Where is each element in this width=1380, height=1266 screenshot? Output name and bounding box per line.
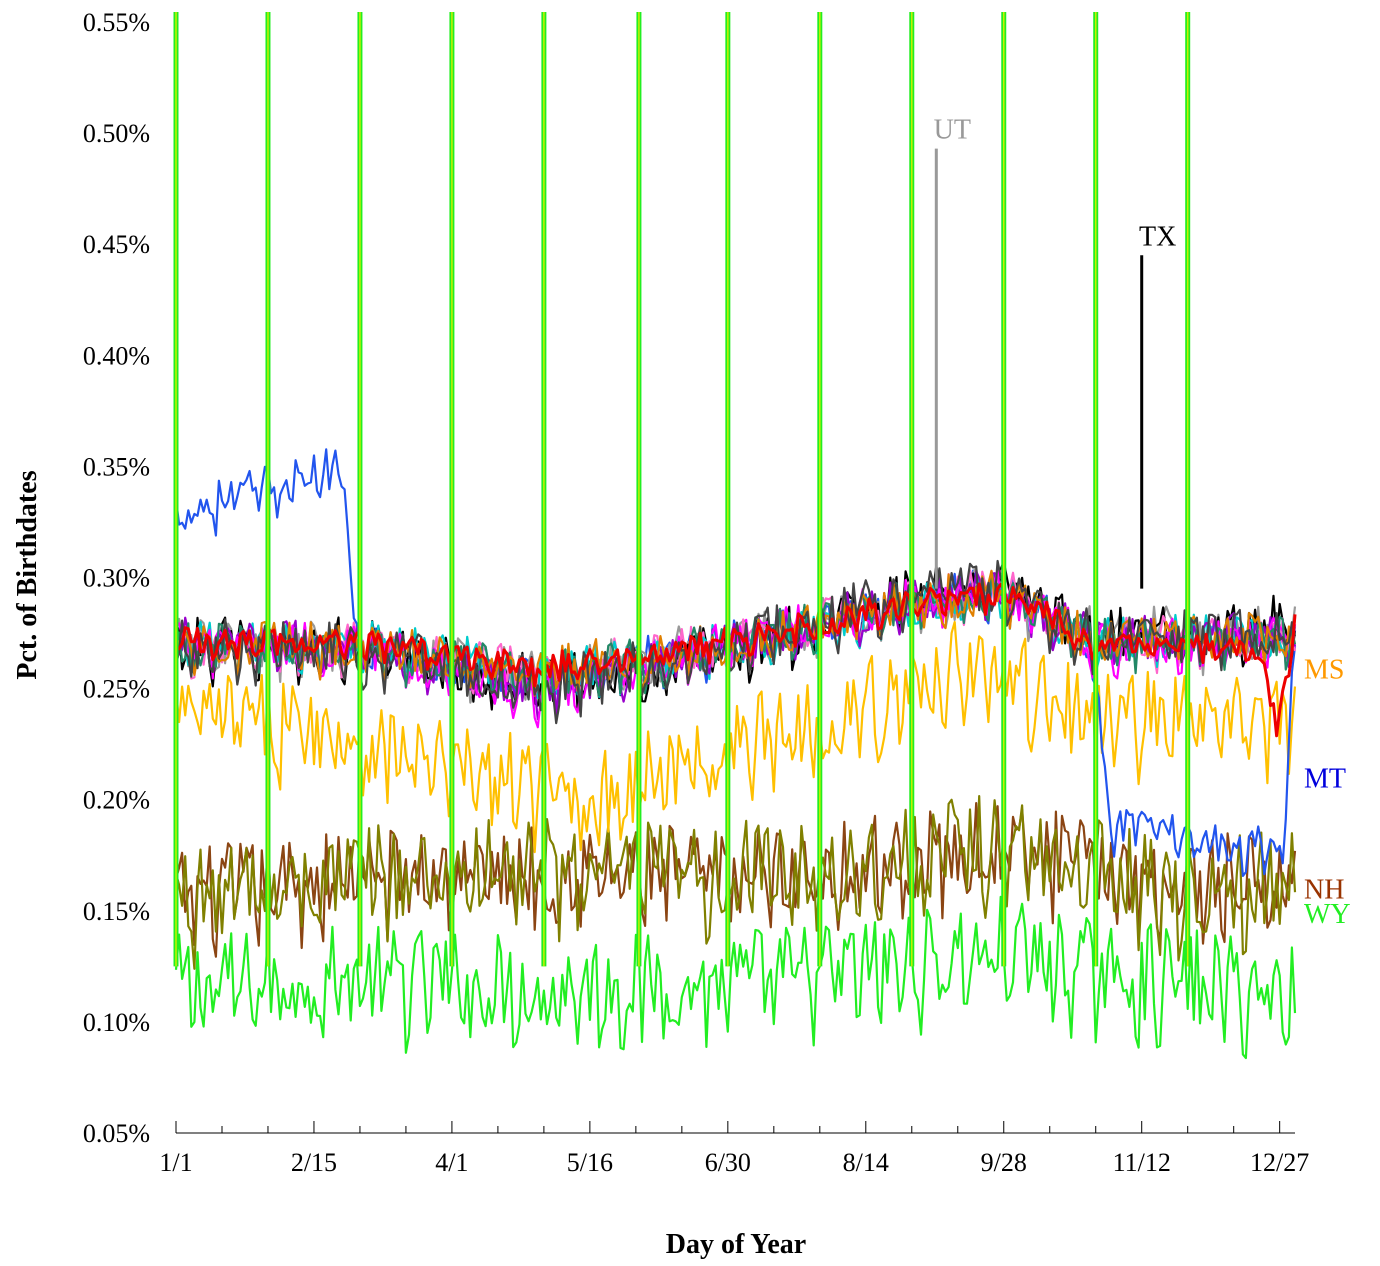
y-axis-ticks: 0.05% 0.10% 0.15% 0.20% 0.25% 0.30% 0.35% 0.40%… [83,8,150,1148]
x-tick-label: 9/28 [981,1148,1027,1177]
series-end-label: NH [1304,875,1344,906]
x-tick-label: 2/15 [291,1148,337,1177]
y-tick-label: 0.10% [83,1008,150,1037]
x-tick-label: 11/12 [1113,1148,1171,1177]
series-line-ms [174,620,1297,854]
y-tick-label: 0.45% [83,230,150,259]
green-spike-layer [173,12,1191,967]
y-axis-title: Pct. of Birthdates [12,470,43,679]
y-tick-label: 0.55% [83,8,150,37]
y-tick-label: 0.50% [83,119,150,148]
x-tick-label: 8/14 [843,1148,889,1177]
annotation-label: TX [1139,221,1176,252]
x-tick-label: 12/27 [1250,1148,1309,1177]
series-line-other [174,559,1297,725]
y-tick-label: 0.25% [83,675,150,704]
series-end-label: MT [1304,763,1346,794]
y-tick-label: 0.40% [83,341,150,370]
x-tick-label: 5/16 [567,1148,613,1177]
x-tick-label: 6/30 [705,1148,751,1177]
y-tick-label: 0.05% [83,1119,150,1148]
x-tick-label: 4/1 [435,1148,468,1177]
x-axis-title: Day of Year [666,1229,806,1260]
annotation-label: UT [934,115,971,146]
x-axis-tick-labels: 1/1 2/15 4/1 5/16 6/30 8/14 9/28 11/12 12/27 [159,1148,1309,1177]
series-line-nh [174,801,1297,958]
y-tick-label: 0.35% [83,452,150,481]
series-line-wy [174,895,1297,1060]
series-end-label: MS [1304,655,1344,686]
y-tick-label: 0.15% [83,897,150,926]
series-line-olive [174,794,1297,970]
series-end-label: WY [1304,899,1351,930]
x-tick-label: 1/1 [159,1148,192,1177]
series-layer [174,448,1297,1060]
y-tick-label: 0.20% [83,786,150,815]
y-tick-label: 0.30% [83,564,150,593]
series-line-us [175,582,1297,738]
x-axis [175,1121,1295,1134]
